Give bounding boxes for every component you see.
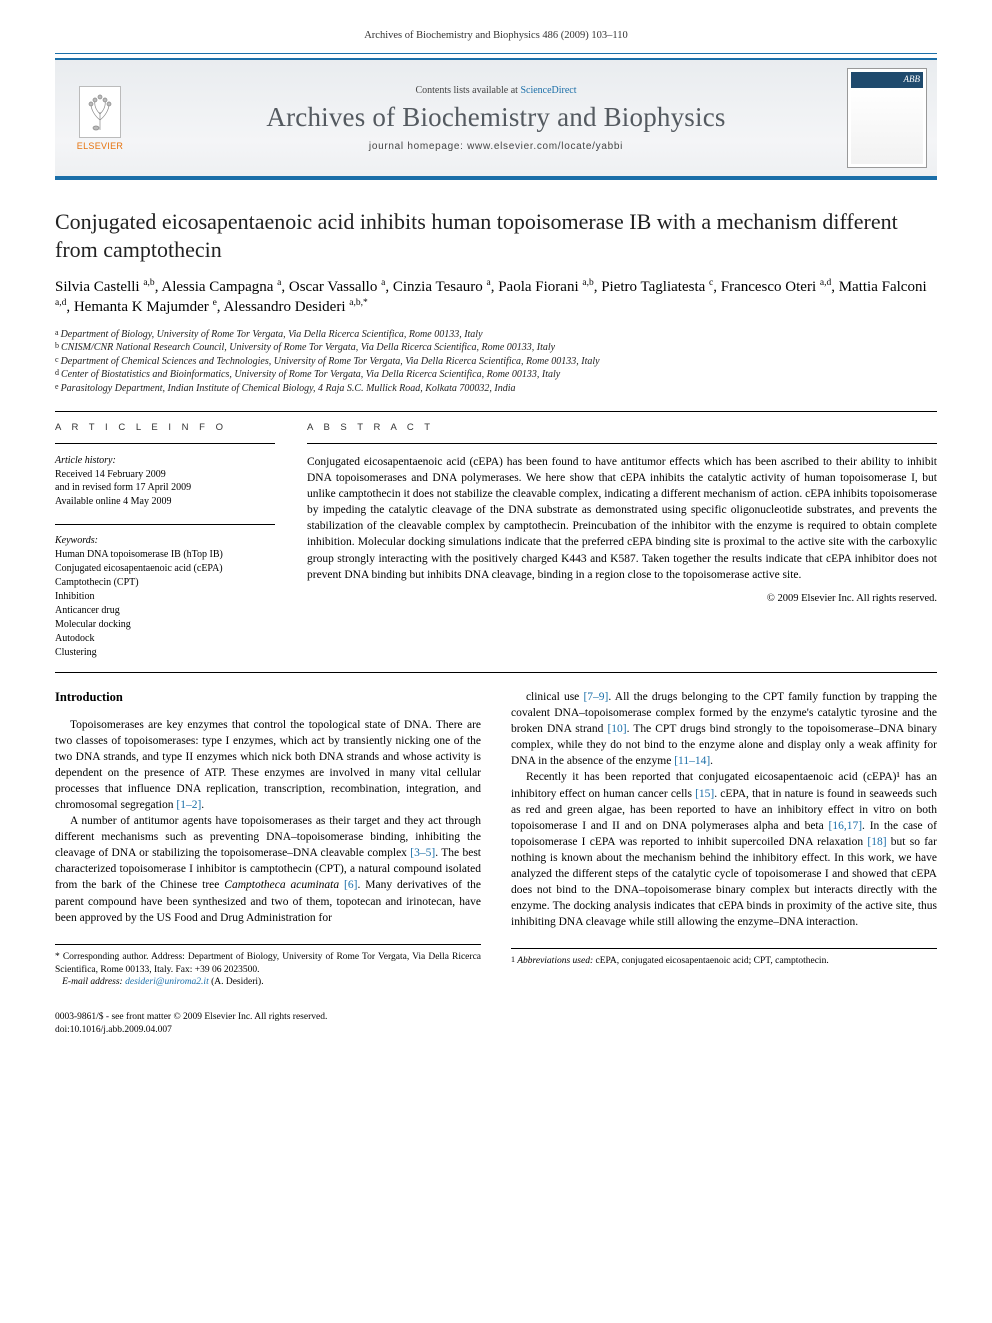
keywords-label: Keywords:: [55, 535, 275, 546]
keyword: Inhibition: [55, 590, 275, 604]
abbrev-label: Abbreviations used:: [515, 956, 595, 966]
homepage-pre: journal homepage:: [369, 141, 467, 152]
article-info-right: A B S T R A C T Conjugated eicosapentaen…: [307, 422, 937, 660]
abbrev-text: cEPA, conjugated eicosapentaenoic acid; …: [595, 956, 828, 966]
corr-star: *: [55, 952, 63, 962]
history-line: and in revised form 17 April 2009: [55, 482, 191, 493]
keyword: Autodock: [55, 632, 275, 646]
body-paragraph: A number of antitumor agents have topois…: [55, 813, 481, 926]
corr-text: Corresponding author. Address: Departmen…: [55, 952, 481, 975]
page-footer: 0003-9861/$ - see front matter © 2009 El…: [55, 1011, 937, 1037]
abstract-label: A B S T R A C T: [307, 422, 937, 433]
history-line: Available online 4 May 2009: [55, 496, 171, 507]
email-label: E-mail address:: [62, 977, 125, 987]
running-head: Archives of Biochemistry and Biophysics …: [55, 30, 937, 41]
footer-left: 0003-9861/$ - see front matter © 2009 El…: [55, 1011, 327, 1037]
elsevier-tree-icon: [79, 86, 121, 138]
footer-line-1: 0003-9861/$ - see front matter © 2009 El…: [55, 1011, 327, 1024]
rule-above-body: [55, 672, 937, 673]
history-line: Received 14 February 2009: [55, 469, 166, 480]
homepage-url: www.elsevier.com/locate/yabbi: [467, 141, 623, 152]
cover-abbrev: ABB: [851, 72, 923, 88]
intro-heading: Introduction: [55, 689, 481, 707]
journal-cover-thumbnail: ABB: [847, 68, 927, 168]
keyword: Anticancer drug: [55, 604, 275, 618]
affiliation: cDepartment of Chemical Sciences and Tec…: [55, 355, 937, 369]
footer-line-2: doi:10.1016/j.abb.2009.04.007: [55, 1024, 327, 1037]
body-paragraph: Recently it has been reported that conju…: [511, 769, 937, 930]
rule-above-info: [55, 411, 937, 412]
sciencedirect-link[interactable]: ScienceDirect: [520, 85, 576, 96]
rule-abs: [307, 443, 937, 444]
keyword: Clustering: [55, 646, 275, 660]
body-paragraph: clinical use [7–9]. All the drugs belong…: [511, 689, 937, 769]
article-title: Conjugated eicosapentaenoic acid inhibit…: [55, 208, 937, 263]
affiliation: dCenter of Biostatistics and Bioinformat…: [55, 368, 937, 382]
keyword: Human DNA topoisomerase IB (hTop IB): [55, 548, 275, 562]
corresponding-email[interactable]: desideri@uniroma2.it: [125, 977, 209, 987]
article-info-row: A R T I C L E I N F O Article history: R…: [55, 422, 937, 660]
corr-who: (A. Desideri).: [209, 977, 264, 987]
keyword: Camptothecin (CPT): [55, 576, 275, 590]
keywords-list: Human DNA topoisomerase IB (hTop IB)Conj…: [55, 548, 275, 660]
article-info-left: A R T I C L E I N F O Article history: R…: [55, 422, 275, 660]
body-col-2: clinical use [7–9]. All the drugs belong…: [511, 689, 937, 989]
keyword: Conjugated eicosapentaenoic acid (cEPA): [55, 562, 275, 576]
cover-body: [851, 88, 923, 164]
contents-available-line: Contents lists available at ScienceDirec…: [145, 85, 847, 96]
corresponding-footnote: * Corresponding author. Address: Departm…: [55, 944, 481, 989]
article-info-label: A R T I C L E I N F O: [55, 422, 275, 433]
abbreviations-footnote: 1 Abbreviations used: cEPA, conjugated e…: [511, 948, 937, 968]
rule-info-1: [55, 443, 275, 444]
contents-pre: Contents lists available at: [415, 85, 520, 96]
abstract-copyright: © 2009 Elsevier Inc. All rights reserved…: [307, 593, 937, 604]
publisher-name: ELSEVIER: [77, 141, 123, 151]
affiliations: aDepartment of Biology, University of Ro…: [55, 328, 937, 396]
publisher-logo-block: ELSEVIER: [55, 68, 145, 168]
journal-homepage: journal homepage: www.elsevier.com/locat…: [145, 141, 847, 152]
affiliation: bCNISM/CNR National Research Council, Un…: [55, 341, 937, 355]
keyword: Molecular docking: [55, 618, 275, 632]
author-list: Silvia Castelli a,b, Alessia Campagna a,…: [55, 277, 937, 318]
affiliation: eParasitology Department, Indian Institu…: [55, 382, 937, 396]
article-history: Article history: Received 14 February 20…: [55, 454, 275, 508]
body-columns: Introduction Topoisomerases are key enzy…: [55, 689, 937, 989]
journal-title: Archives of Biochemistry and Biophysics: [145, 102, 847, 133]
rule-info-2: [55, 524, 275, 525]
history-label: Article history:: [55, 455, 116, 466]
abstract-text: Conjugated eicosapentaenoic acid (cEPA) …: [307, 454, 937, 583]
journal-header: ELSEVIER Contents lists available at Sci…: [55, 59, 937, 180]
affiliation: aDepartment of Biology, University of Ro…: [55, 328, 937, 342]
body-col-1: Introduction Topoisomerases are key enzy…: [55, 689, 481, 989]
body-paragraph: Topoisomerases are key enzymes that cont…: [55, 717, 481, 814]
header-center: Contents lists available at ScienceDirec…: [145, 68, 847, 168]
